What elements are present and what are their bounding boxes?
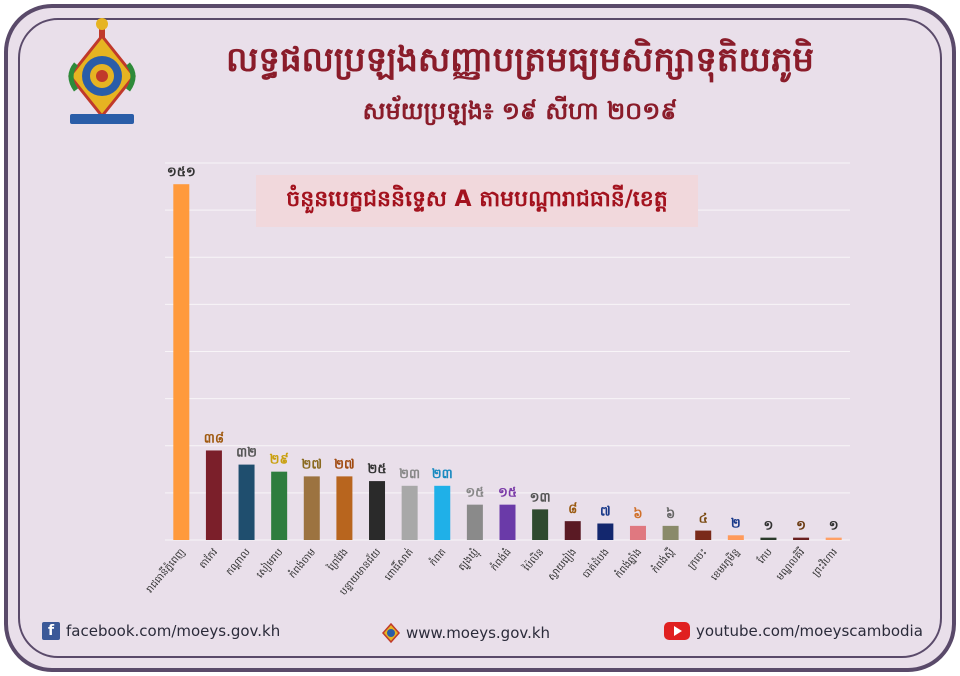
category-label: កំពង់ស្ពឺ [649, 545, 678, 576]
data-label: ១៥ [465, 486, 484, 501]
facebook-link[interactable]: f facebook.com/moeys.gov.kh [42, 622, 280, 640]
data-label: ៤ [699, 512, 708, 527]
data-label: ១៣ [530, 490, 551, 505]
category-label: បាត់ដំបង [579, 546, 611, 581]
youtube-url: youtube.com/moeyscambodia [696, 622, 923, 640]
bar [597, 523, 614, 540]
data-label: ២៧ [302, 457, 323, 472]
category-label: កណ្ដាល [224, 546, 253, 577]
data-label: ២៣ [432, 467, 453, 482]
bar [271, 471, 288, 540]
facebook-icon: f [42, 622, 60, 640]
bar [369, 481, 386, 540]
data-label: ១ [796, 519, 806, 534]
data-label: ៣២ [236, 446, 257, 461]
category-label: ពោធិ៍សាត់ [381, 545, 416, 583]
data-label: ២ [731, 516, 741, 531]
category-label: រាជធានីភ្នំពេញ [143, 546, 188, 596]
bar [662, 525, 679, 540]
website-url: www.moeys.gov.kh [406, 624, 551, 642]
bar [695, 530, 712, 540]
category-label: ក្រចេះ [686, 547, 709, 572]
data-label: ២៥ [368, 462, 387, 477]
category-label: កែប [755, 546, 775, 567]
category-label: ប៉ៃលិន [519, 546, 546, 575]
data-label: ៦ [633, 507, 642, 522]
data-label: ៨ [568, 502, 577, 517]
data-label: ១ [764, 519, 774, 534]
bar [564, 521, 581, 540]
page-title: លទ្ធផលប្រឡងសញ្ញាបត្រមធ្យមសិក្សាទុតិយភូមិ [225, 40, 815, 80]
data-label: ១៥១ [167, 165, 196, 180]
category-label: ស្វាយរៀង [545, 546, 580, 584]
bar [499, 504, 516, 540]
category-label: កំពត [426, 546, 448, 569]
chart-title: ចំនួនបេក្ខជននិទ្ទេស A តាមបណ្ដារាជធានី/ខេ… [256, 175, 698, 227]
bar [205, 450, 222, 540]
page-subtitle: សម័យប្រឡង៖ ១៩ សីហា ២០១៩ [362, 96, 678, 125]
youtube-icon [664, 622, 690, 640]
category-label: កំពង់ធំ [488, 546, 514, 574]
category-label: មណ្ឌលគិរី [773, 546, 807, 583]
ministry-logo-icon [68, 18, 136, 124]
category-label: សៀមរាប [253, 546, 286, 582]
data-label: ៦ [666, 507, 675, 522]
website-link[interactable]: www.moeys.gov.kh [382, 622, 550, 644]
bar [727, 535, 744, 540]
bar [336, 476, 353, 540]
category-label: ព្រៃវែង [324, 546, 351, 574]
data-label: ៣៨ [204, 431, 224, 446]
bar [760, 537, 777, 540]
data-label: ២៧ [334, 457, 355, 472]
data-label: ១៥ [498, 486, 517, 501]
data-label: ១ [829, 519, 839, 534]
category-label: តាកែវ [196, 546, 220, 571]
data-label: ២៣ [399, 467, 420, 482]
page-inner-border [18, 18, 942, 658]
category-label: ខេមរភូមិន្ទ [708, 546, 743, 584]
category-label: កំពង់ចាម [286, 546, 318, 581]
bar [825, 537, 842, 540]
bar [401, 485, 418, 540]
facebook-url: facebook.com/moeys.gov.kh [66, 622, 281, 640]
bar [466, 504, 483, 540]
data-label: ២៩ [270, 453, 289, 468]
ministry-small-logo-icon [382, 622, 400, 644]
youtube-link[interactable]: youtube.com/moeyscambodia [664, 622, 923, 640]
bar [629, 525, 646, 540]
bar [793, 537, 810, 540]
bar [434, 485, 451, 540]
data-label: ៧ [600, 505, 611, 520]
category-label: ព្រះវិហារ [809, 546, 840, 579]
page-frame [4, 4, 956, 672]
bar [303, 476, 320, 540]
category-label: ត្បូងឃ្មុំ [455, 545, 483, 574]
bar [173, 184, 190, 541]
bar [238, 464, 255, 540]
bar [532, 509, 549, 540]
category-label: កំពង់ឆ្នាំង [612, 546, 644, 581]
